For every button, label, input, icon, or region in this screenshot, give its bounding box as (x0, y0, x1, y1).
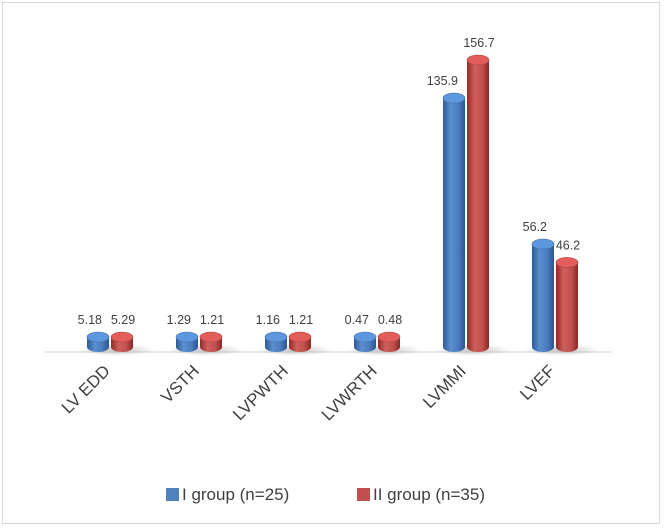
value-label-series-1: 1.29 (167, 313, 191, 327)
bar-series-1-lvpwth (264, 331, 288, 352)
bar-top (555, 257, 579, 268)
legend: I group (n=25) II group (n=35) (166, 485, 485, 504)
category-label: LV EDD (58, 361, 114, 417)
bar-series-2-lvpwth (288, 331, 312, 352)
value-label-series-1: 135.9 (427, 74, 458, 88)
value-label-series-2: 1.21 (200, 313, 224, 327)
bars-layer (79, 54, 600, 356)
value-label-series-2: 0.48 (378, 313, 402, 327)
category-labels-layer: LV EDD VSTH LVPWTH LVWRTH LVMMI LVEF (58, 361, 559, 424)
value-label-series-1: 1.16 (256, 313, 280, 327)
value-label-series-1: 5.18 (78, 313, 102, 327)
bar-series-2-lv-edd (110, 331, 134, 352)
legend-label-series-1: I group (n=25) (182, 485, 289, 504)
category-label: VSTH (157, 361, 202, 406)
value-label-series-2: 1.21 (289, 313, 313, 327)
bar-series-2-lvwrth (377, 331, 401, 352)
bar-top (466, 54, 490, 66)
bar-series-1-lv-edd (86, 331, 110, 352)
bar-top (377, 331, 401, 343)
bar-series-1-lvmmi (442, 92, 466, 352)
bar-body (556, 262, 578, 352)
bar-top (353, 331, 377, 343)
value-labels-layer: 5.29 5.18 1.21 1.29 1.21 1.16 0.48 0.47 156.7 135… (78, 36, 581, 327)
value-label-series-2: 156.7 (463, 36, 494, 50)
legend-item-series-2: II group (n=35) (357, 485, 485, 504)
bar-series-1-lvef (531, 238, 555, 352)
value-label-series-1: 0.47 (345, 313, 369, 327)
bar-top (531, 238, 555, 250)
value-label-series-1: 56.2 (523, 220, 547, 234)
bar-series-2-lvmmi (466, 54, 490, 352)
category-label: LVEF (516, 361, 559, 404)
category-label: LVWRTH (318, 361, 381, 424)
bar-series-2-lvef (555, 257, 579, 352)
bar-top (264, 331, 288, 343)
bar-series-1-lvwrth (353, 331, 377, 352)
bar-body (467, 60, 489, 352)
legend-swatch-series-2 (357, 488, 370, 501)
value-label-series-2: 5.29 (111, 313, 135, 327)
legend-label-series-2: II group (n=35) (373, 485, 485, 504)
legend-swatch-series-1 (166, 488, 179, 501)
value-label-series-2: 46.2 (556, 238, 580, 252)
bar-top (86, 331, 110, 343)
legend-item-series-1: I group (n=25) (166, 485, 289, 504)
bar-body (532, 244, 554, 352)
bar-body (443, 98, 465, 352)
bar-top (288, 331, 312, 343)
category-label: LVMMI (419, 361, 470, 412)
bar-top (442, 92, 466, 104)
bar-top (175, 331, 199, 343)
category-label: LVPWTH (229, 361, 292, 424)
bar-series-1-vsth (175, 331, 199, 352)
bar-top (110, 331, 134, 343)
bar-top (199, 331, 223, 343)
bar-series-2-vsth (199, 331, 223, 352)
